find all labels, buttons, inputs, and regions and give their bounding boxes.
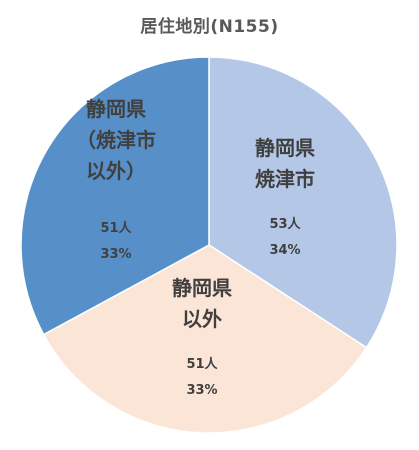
slice-count-0: 53人 xyxy=(269,216,301,232)
slice-label-2-line-0: 静岡県 xyxy=(86,97,146,121)
slice-label-0-line-1: 焼津市 xyxy=(255,167,315,191)
slice-percent-1: 33% xyxy=(186,383,217,398)
slice-percent-2: 33% xyxy=(100,247,131,262)
slice-label-0-line-0: 静岡県 xyxy=(255,136,315,160)
slice-label-2-line-2: 以外） xyxy=(86,159,146,183)
slice-count-2: 51人 xyxy=(100,220,132,236)
slice-count-1: 51人 xyxy=(186,356,218,372)
pie-slice-2 xyxy=(20,56,210,336)
chart-title: 居住地別(N155) xyxy=(140,17,279,37)
slice-percent-0: 34% xyxy=(269,243,300,258)
slice-label-2-line-1: （焼津市 xyxy=(76,128,156,152)
pie-slice-1 xyxy=(42,244,368,434)
slice-label-1-line-1: 以外 xyxy=(182,307,222,331)
slice-label-1-line-0: 静岡県 xyxy=(172,276,232,300)
